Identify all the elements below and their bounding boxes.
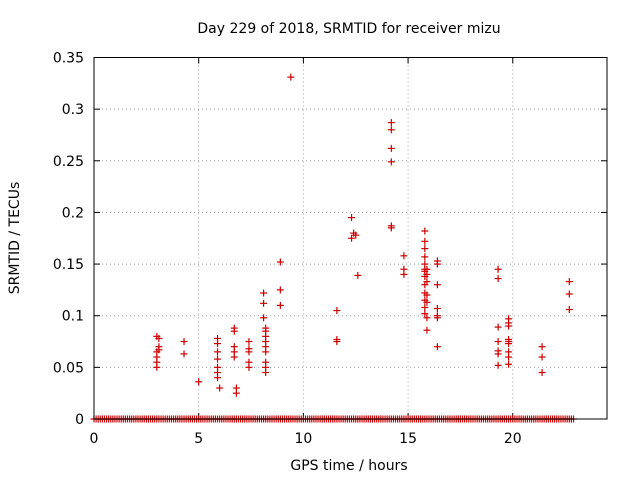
y-tick-label: 0.1 (62, 309, 84, 325)
data-point (505, 360, 513, 368)
data-point (494, 265, 502, 273)
grid-lines (94, 57, 607, 419)
x-tick-label: 10 (294, 431, 312, 447)
data-point (423, 314, 431, 322)
data-point (423, 291, 431, 299)
data-point (180, 338, 188, 346)
data-point (260, 299, 268, 307)
data-point (494, 275, 502, 283)
data-point (260, 289, 268, 297)
data-point (423, 298, 431, 306)
data-point (421, 237, 429, 245)
data-point (538, 343, 546, 351)
data-point (348, 234, 356, 242)
data-point (538, 369, 546, 377)
data-point (423, 270, 431, 278)
data-point (494, 323, 502, 331)
data-point (387, 224, 395, 232)
data-point (214, 348, 222, 356)
data-point (276, 286, 284, 294)
y-tick-label: 0.15 (53, 257, 84, 273)
x-axis-label: GPS time / hours (290, 458, 407, 474)
y-tick-label: 0.3 (62, 102, 84, 118)
y-tick-label: 0.05 (53, 360, 84, 376)
data-point (494, 361, 502, 369)
data-point (421, 303, 429, 311)
data-point (276, 258, 284, 266)
data-point (245, 338, 253, 346)
y-tick-label: 0.35 (53, 51, 84, 67)
y-tick-labels: 0 0.05 0.1 0.15 0.2 0.25 0.3 0.35 (53, 51, 84, 429)
data-point (180, 350, 188, 358)
data-point (155, 334, 163, 342)
data-point (230, 353, 238, 361)
data-points (90, 73, 577, 423)
data-point (155, 346, 163, 354)
data-point (245, 363, 253, 371)
chart-title: Day 229 of 2018, SRMTID for receiver miz… (197, 21, 500, 37)
data-point (195, 378, 203, 386)
data-point (423, 326, 431, 334)
data-point (433, 314, 441, 322)
data-point (214, 374, 222, 382)
data-point (230, 327, 238, 335)
y-axis-label: SRMTID / TECUs (7, 182, 23, 295)
x-tick-label: 0 (90, 431, 99, 447)
y-tick-label: 0 (75, 412, 84, 428)
data-point (333, 307, 341, 315)
data-point (260, 314, 268, 322)
data-point (494, 350, 502, 358)
data-point (421, 310, 429, 318)
data-point (421, 253, 429, 261)
data-point (232, 389, 240, 397)
data-point (262, 369, 270, 377)
data-point (421, 245, 429, 253)
x-tick-label: 20 (504, 431, 522, 447)
data-point (216, 384, 224, 392)
data-point (387, 144, 395, 152)
data-point (433, 304, 441, 312)
data-point (538, 353, 546, 361)
data-point (505, 340, 513, 348)
data-point (565, 290, 573, 298)
data-point (287, 73, 295, 81)
data-point (153, 363, 161, 371)
data-point (565, 306, 573, 314)
data-point (421, 227, 429, 235)
data-point (505, 322, 513, 330)
x-tick-label: 15 (399, 431, 417, 447)
data-point (433, 260, 441, 268)
data-point (262, 348, 270, 356)
data-point (214, 355, 222, 363)
plot-frame (93, 57, 608, 420)
data-point (433, 343, 441, 351)
x-tick-label: 5 (194, 431, 203, 447)
data-point (494, 338, 502, 346)
data-point (352, 231, 360, 239)
data-point (387, 119, 395, 127)
data-point (387, 158, 395, 166)
x-tick-labels: 0 5 10 15 20 (90, 431, 522, 447)
data-point (400, 270, 408, 278)
data-point (333, 338, 341, 346)
data-point (214, 340, 222, 348)
data-point (423, 278, 431, 286)
data-point (387, 126, 395, 134)
data-point (348, 214, 356, 222)
data-point (433, 281, 441, 289)
data-point (245, 348, 253, 356)
y-tick-label: 0.2 (62, 205, 84, 221)
data-point (565, 278, 573, 286)
data-point (400, 252, 408, 260)
y-tick-label: 0.25 (53, 154, 84, 170)
data-point (354, 271, 362, 279)
data-point (276, 301, 284, 309)
data-point (505, 353, 513, 361)
